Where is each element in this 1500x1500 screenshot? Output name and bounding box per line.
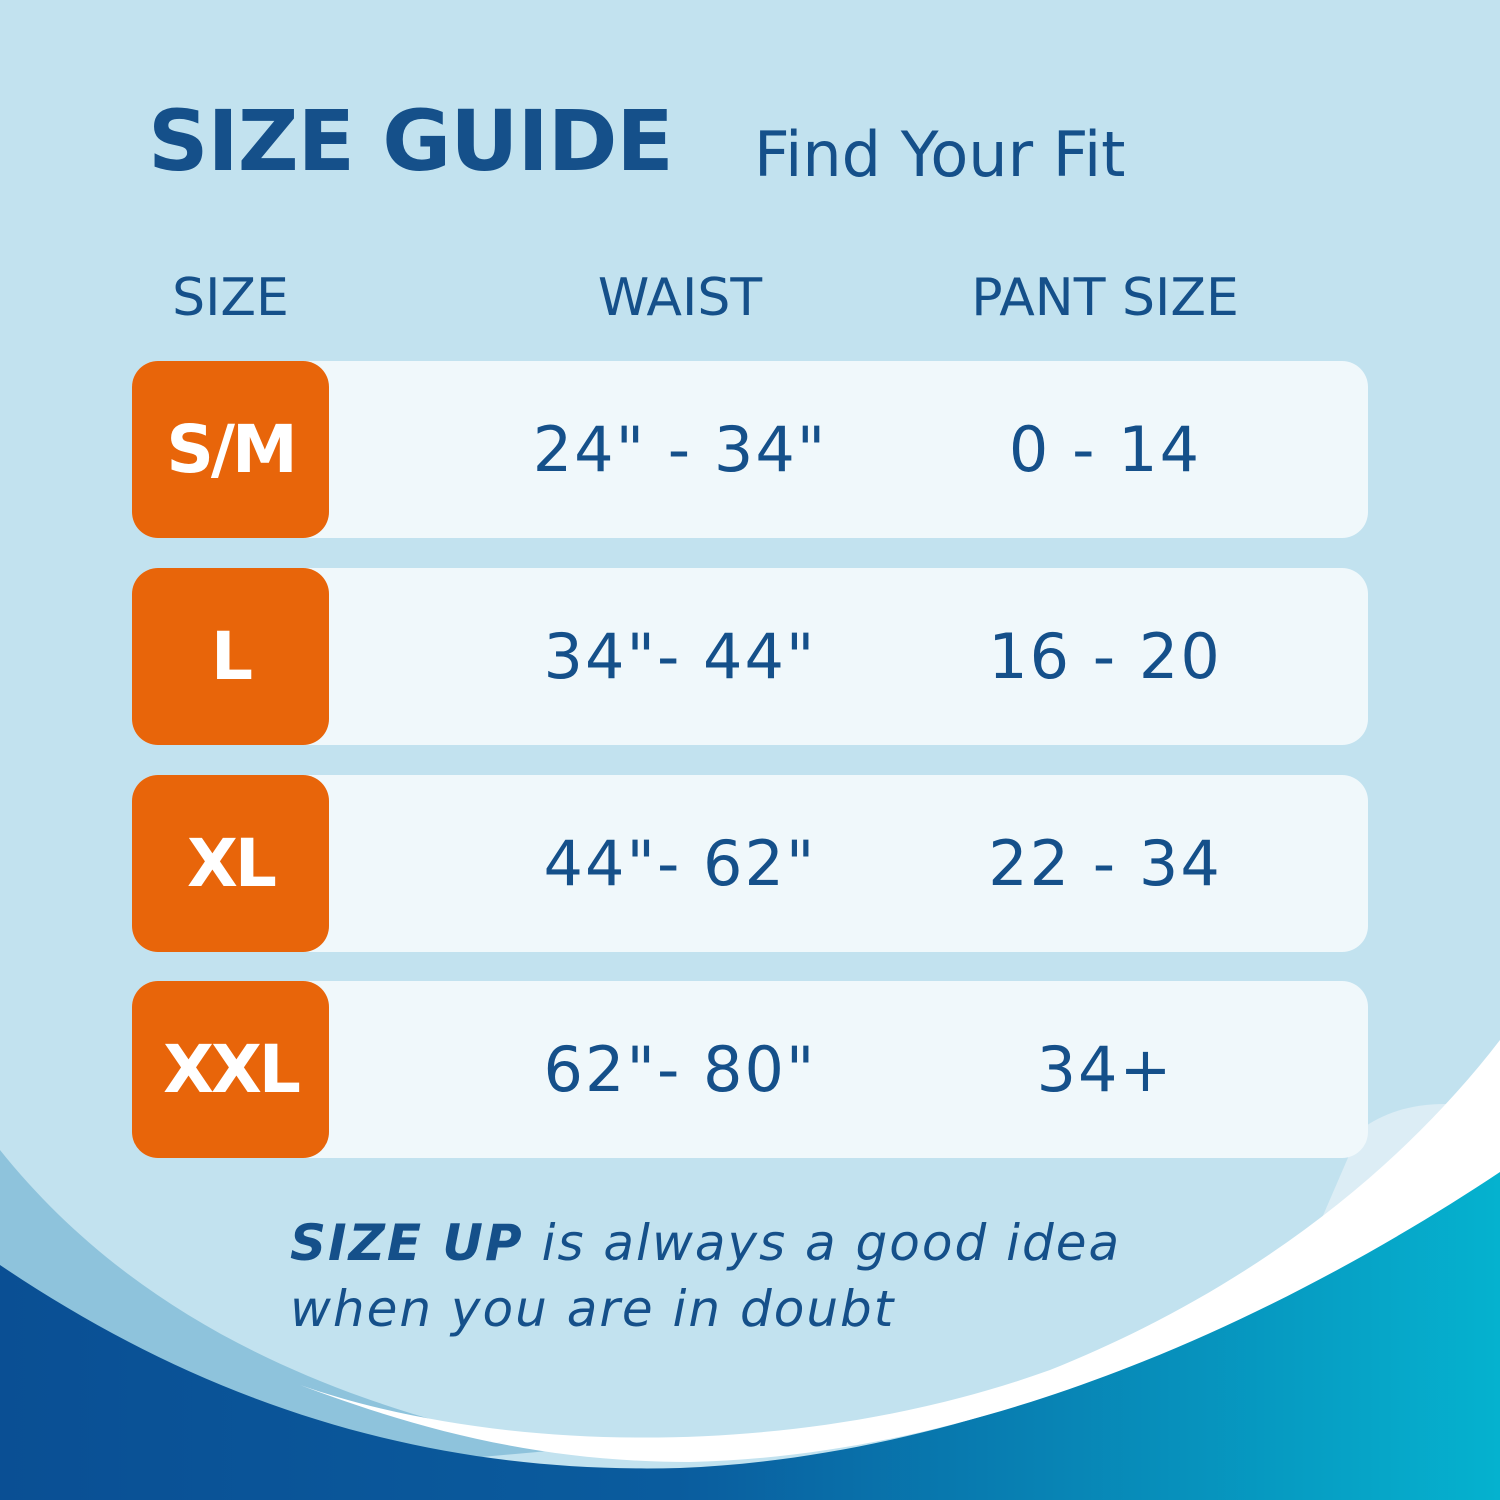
column-header-size: SIZE: [172, 268, 289, 328]
note-emphasis: SIZE UP: [290, 1214, 524, 1272]
note-line2: when you are in doubt: [290, 1280, 896, 1338]
pant-size-value: 22 - 34: [988, 827, 1222, 900]
table-row: XL 44"- 62" 22 - 34: [132, 775, 1368, 952]
size-badge: XL: [132, 775, 329, 952]
pant-size-value: 34+: [1036, 1033, 1174, 1106]
waist-value: 44"- 62": [543, 827, 817, 900]
table-row: S/M 24" - 34" 0 - 14: [132, 361, 1368, 538]
waist-value: 24" - 34": [532, 413, 828, 486]
size-badge: XXL: [132, 981, 329, 1158]
page-subtitle: Find Your Fit: [754, 118, 1126, 191]
size-badge: S/M: [132, 361, 329, 538]
pant-size-value: 16 - 20: [988, 620, 1222, 693]
note-line1: is always a good idea: [523, 1214, 1122, 1272]
table-row: L 34"- 44" 16 - 20: [132, 568, 1368, 745]
table-row: XXL 62"- 80" 34+: [132, 981, 1368, 1158]
size-badge: L: [132, 568, 329, 745]
column-header-waist: WAIST: [597, 268, 763, 328]
size-up-note: SIZE UP is always a good idea when you a…: [290, 1210, 1121, 1342]
column-header-pant-size: PANT SIZE: [971, 268, 1239, 328]
page-title: SIZE GUIDE: [148, 92, 674, 190]
waist-value: 34"- 44": [543, 620, 817, 693]
pant-size-value: 0 - 14: [1008, 413, 1202, 486]
waist-value: 62"- 80": [543, 1033, 817, 1106]
